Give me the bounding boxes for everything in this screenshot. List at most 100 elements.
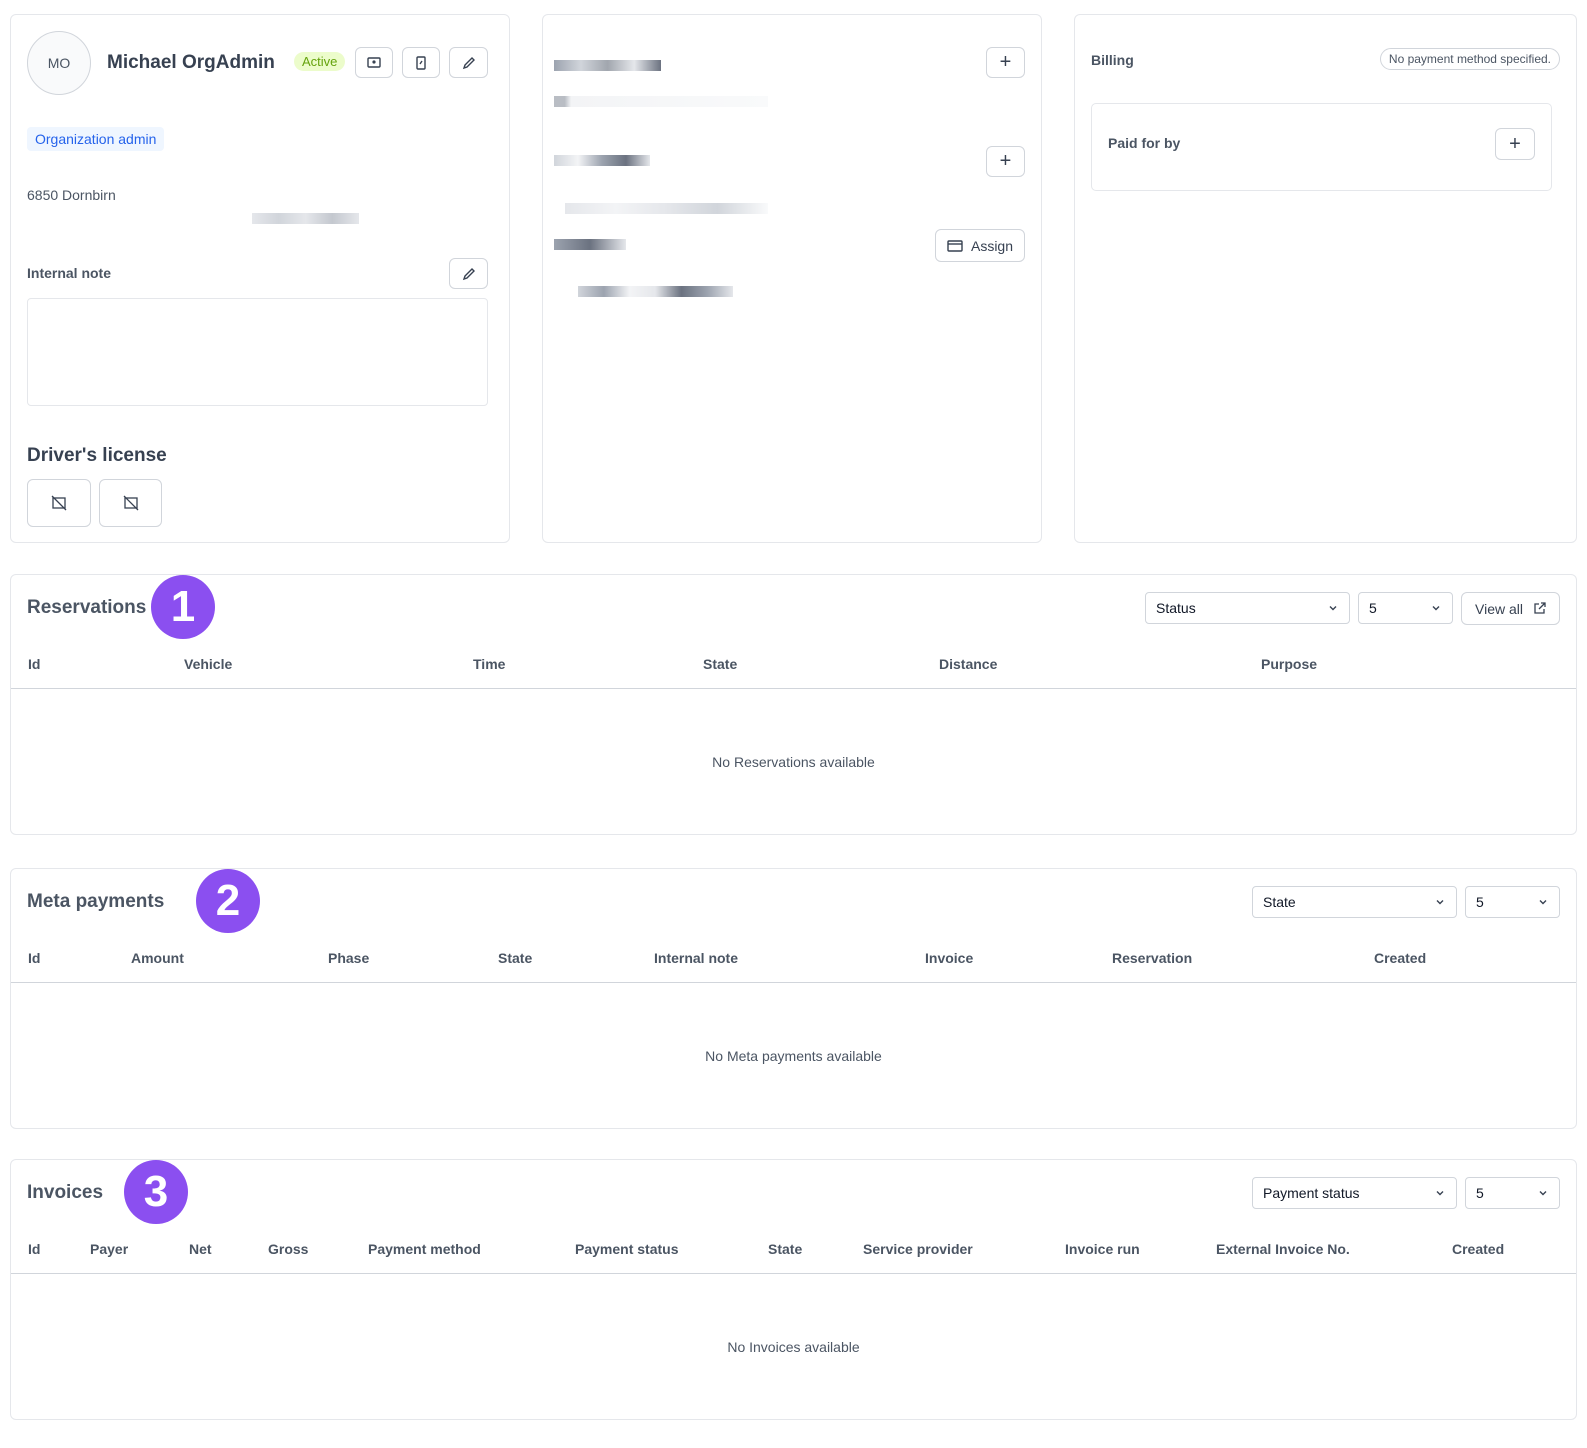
- chevron: [1432, 606, 1440, 611]
- avatar: MO: [27, 31, 91, 95]
- table-section: Meta payments 2 5 State Id Amount Phase State In…: [10, 868, 1577, 1129]
- column-header: State: [498, 950, 533, 966]
- redacted: [554, 155, 650, 166]
- redacted: [578, 286, 733, 297]
- dropdown[interactable]: 5: [1358, 592, 1453, 624]
- icon: [462, 56, 475, 69]
- icon: [462, 267, 475, 280]
- section-title: Meta payments: [27, 891, 165, 912]
- column-header: Created: [1374, 950, 1427, 966]
- annotation-badge: 3: [124, 1160, 188, 1224]
- dropdown-value: Status: [1156, 600, 1196, 616]
- empty-message: No Meta payments available: [705, 1048, 882, 1064]
- column-header: Payer: [90, 1241, 129, 1257]
- column-header: Id: [28, 1241, 41, 1257]
- dropdown[interactable]: State: [1252, 886, 1457, 918]
- status-badge: Active: [294, 52, 346, 71]
- dropdown-value: Payment status: [1263, 1185, 1360, 1201]
- column-header: Net: [189, 1241, 212, 1257]
- redacted: [554, 239, 626, 250]
- column-header: Payment method: [368, 1241, 481, 1257]
- column-header: State: [768, 1241, 803, 1257]
- column-header: Reservation: [1112, 950, 1193, 966]
- column-header: Distance: [939, 656, 998, 672]
- assign-button[interactable]: Assign: [935, 229, 1025, 262]
- chevron: [1329, 606, 1337, 611]
- annotation-badge: 2: [196, 869, 260, 933]
- dropdown[interactable]: 5: [1465, 886, 1560, 918]
- column-header: State: [703, 656, 738, 672]
- dropdown[interactable]: 5: [1465, 1177, 1560, 1209]
- section-title: Reservations: [27, 597, 147, 618]
- column-header: Service provider: [863, 1241, 973, 1257]
- section-title: Driver's license: [27, 445, 167, 466]
- redacted: [554, 96, 768, 107]
- header-divider: [11, 1273, 1576, 1274]
- license-image[interactable]: [99, 479, 162, 527]
- icon: [123, 495, 138, 511]
- view-all-button[interactable]: View all: [1461, 592, 1560, 625]
- icon: [947, 239, 963, 252]
- column-header: Created: [1452, 1241, 1505, 1257]
- redacted: [252, 213, 359, 224]
- icon: [416, 55, 426, 70]
- redacted: [554, 60, 661, 71]
- section-label: Billing: [1091, 52, 1134, 68]
- billing-card: Billing No payment method specified. Pai…: [1074, 14, 1577, 543]
- edit-button[interactable]: [449, 47, 488, 78]
- icon: [367, 56, 381, 68]
- license-image[interactable]: [27, 479, 91, 527]
- chevron: [1436, 900, 1444, 905]
- column-header: Internal note: [654, 950, 739, 966]
- column-header: Payment status: [575, 1241, 679, 1257]
- empty-message: No Reservations available: [712, 754, 875, 770]
- section-title: Invoices: [27, 1182, 104, 1203]
- dropdown-value: 5: [1369, 600, 1377, 616]
- icon: [1534, 602, 1546, 614]
- add-button[interactable]: +: [986, 47, 1025, 78]
- icon: [51, 495, 67, 511]
- contact-card: + + Assign: [542, 14, 1042, 543]
- column-header: Vehicle: [184, 656, 233, 672]
- paid-for-box: Paid for by +: [1091, 103, 1552, 191]
- redacted: [565, 203, 768, 214]
- edit-button[interactable]: [449, 258, 488, 289]
- chevron: [1436, 1191, 1444, 1196]
- dropdown[interactable]: Payment status: [1252, 1177, 1457, 1209]
- dropdown-value: State: [1263, 894, 1296, 910]
- column-header: Gross: [268, 1241, 309, 1257]
- column-header: Phase: [328, 950, 370, 966]
- empty-message: No Invoices available: [727, 1339, 860, 1355]
- column-header: Id: [28, 656, 41, 672]
- header-divider: [11, 688, 1576, 689]
- table-section: Invoices 3 5 Payment status Id Payer Net Gross P…: [10, 1159, 1577, 1420]
- column-header: Invoice run: [1065, 1241, 1140, 1257]
- button-label: View all: [1475, 600, 1523, 617]
- annotation-badge: 1: [151, 575, 215, 639]
- address: 6850 Dornbirn: [27, 187, 116, 203]
- payment-badge: No payment method specified.: [1379, 48, 1560, 70]
- column-header: Invoice: [925, 950, 974, 966]
- user-name: Michael OrgAdmin: [107, 52, 275, 73]
- icon-button[interactable]: [402, 47, 440, 78]
- add-button[interactable]: +: [986, 146, 1025, 177]
- dropdown-value: 5: [1476, 894, 1484, 910]
- note-box[interactable]: [27, 298, 488, 406]
- profile-card: MO Michael OrgAdmin Active Organization …: [10, 14, 510, 543]
- column-header: External Invoice No.: [1216, 1241, 1350, 1257]
- table-section: Reservations 1 View all 5 Status Id Vehicle Tim…: [10, 574, 1577, 835]
- section-label: Paid for by: [1108, 135, 1181, 151]
- header-divider: [11, 982, 1576, 983]
- column-header: Amount: [131, 950, 184, 966]
- role-badge: Organization admin: [27, 127, 165, 151]
- dropdown[interactable]: Status: [1145, 592, 1350, 624]
- add-button[interactable]: +: [1495, 128, 1535, 160]
- chevron: [1539, 900, 1547, 905]
- section-label: Internal note: [27, 265, 112, 281]
- icon-button[interactable]: [355, 47, 393, 78]
- dropdown-value: 5: [1476, 1185, 1484, 1201]
- chevron: [1539, 1191, 1547, 1196]
- button-label: Assign: [970, 237, 1014, 254]
- column-header: Purpose: [1261, 656, 1318, 672]
